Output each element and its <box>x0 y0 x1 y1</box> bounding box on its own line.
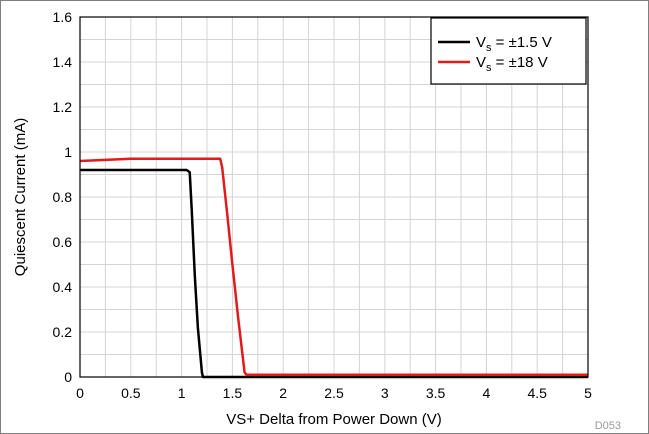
series-line-1 <box>80 168 588 379</box>
x-tick-label: 0.5 <box>121 385 141 401</box>
legend-box <box>430 17 587 85</box>
y-tick-label: 0.6 <box>53 234 73 250</box>
x-tick-label: 1.5 <box>223 385 243 401</box>
x-axis-title: VS+ Delta from Power Down (V) <box>226 411 442 428</box>
x-tick-label: 4 <box>483 385 491 401</box>
x-tick-label: 3 <box>381 385 389 401</box>
plot-area-border <box>79 16 589 378</box>
y-axis-title: Quiescent Current (mA) <box>12 118 29 276</box>
y-tick-label: 1.4 <box>53 54 73 70</box>
legend: Vs = ±1.5 V Vs = ±18 V <box>430 17 587 85</box>
y-tick-labels: 0 0.2 0.4 0.6 0.8 1 1.2 1.4 1.6 <box>53 9 73 385</box>
legend-label-2: Vs = ±18 V <box>476 54 548 74</box>
series-layer <box>79 157 588 379</box>
y-tick-label: 0.8 <box>53 189 73 205</box>
y-tick-label: 0 <box>64 369 72 385</box>
x-tick-labels: 0 0.5 1 1.5 2 2.5 3 3.5 4 4.5 5 <box>76 385 592 401</box>
x-tick-label: 5 <box>584 385 592 401</box>
x-tick-label: 3.5 <box>426 385 446 401</box>
series-line-2 <box>79 157 588 376</box>
figure-tag: D053 <box>595 420 621 432</box>
y-tick-label: 1.2 <box>53 99 73 115</box>
x-tick-label: 2.5 <box>324 385 344 401</box>
y-tick-label: 1.6 <box>53 9 73 25</box>
x-tick-label: 2 <box>279 385 287 401</box>
y-tick-label: 0.4 <box>53 279 73 295</box>
y-tick-label: 1 <box>64 144 72 160</box>
x-tick-label: 1 <box>178 385 186 401</box>
x-tick-label: 0 <box>76 385 84 401</box>
y-tick-label: 0.2 <box>53 324 73 340</box>
x-tick-label: 4.5 <box>527 385 547 401</box>
legend-label-1: Vs = ±1.5 V <box>476 34 552 54</box>
